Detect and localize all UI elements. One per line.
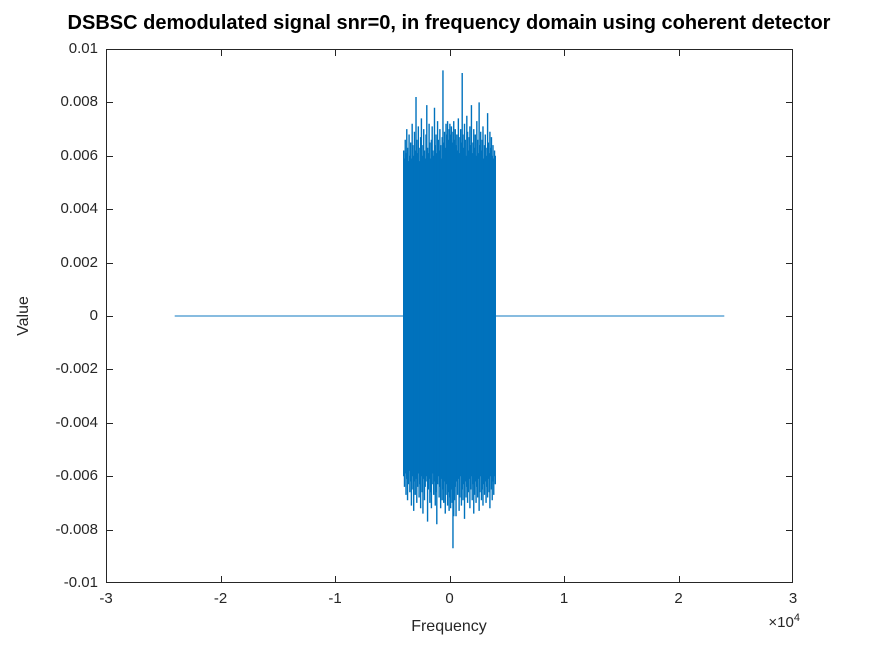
y-tick-label: -0.01 — [63, 574, 98, 591]
y-tick-label: 0 — [89, 307, 98, 324]
multiplier-exponent: 4 — [793, 612, 800, 624]
multiplier-base: ×10 — [768, 614, 794, 631]
x-tick-label: 0 — [445, 590, 454, 607]
y-tick-label: 0.004 — [60, 200, 98, 218]
y-tick-label: 0.002 — [60, 253, 98, 271]
y-tick-label: 0.01 — [68, 40, 98, 57]
y-tick-label: -0.008 — [55, 520, 98, 538]
axes-box — [106, 49, 793, 583]
signal-series — [174, 70, 725, 549]
x-axis-label: Frequency — [411, 618, 487, 635]
y-axis-label: Value — [15, 296, 32, 336]
y-tick-label: -0.006 — [55, 467, 98, 485]
y-tick-label: 0.008 — [60, 93, 98, 111]
x-tick-label: 3 — [788, 590, 798, 607]
y-tick-label: -0.004 — [55, 413, 98, 431]
x-tick-label: -1 — [328, 590, 342, 607]
chart-title: DSBSC demodulated signal snr=0, in frequ… — [67, 12, 831, 34]
x-axis-exponent-multiplier: ×104 — [768, 612, 800, 631]
x-tick-label: 2 — [674, 590, 683, 607]
x-tick-label: -3 — [99, 590, 113, 607]
x-tick-label: -2 — [213, 590, 228, 607]
y-tick-label: 0.006 — [60, 146, 98, 164]
x-tick-label: 1 — [559, 590, 569, 607]
y-tick-label: -0.002 — [55, 360, 98, 378]
axes-ticks — [106, 49, 792, 582]
plot-area — [106, 49, 793, 583]
plot-canvas — [106, 49, 793, 583]
